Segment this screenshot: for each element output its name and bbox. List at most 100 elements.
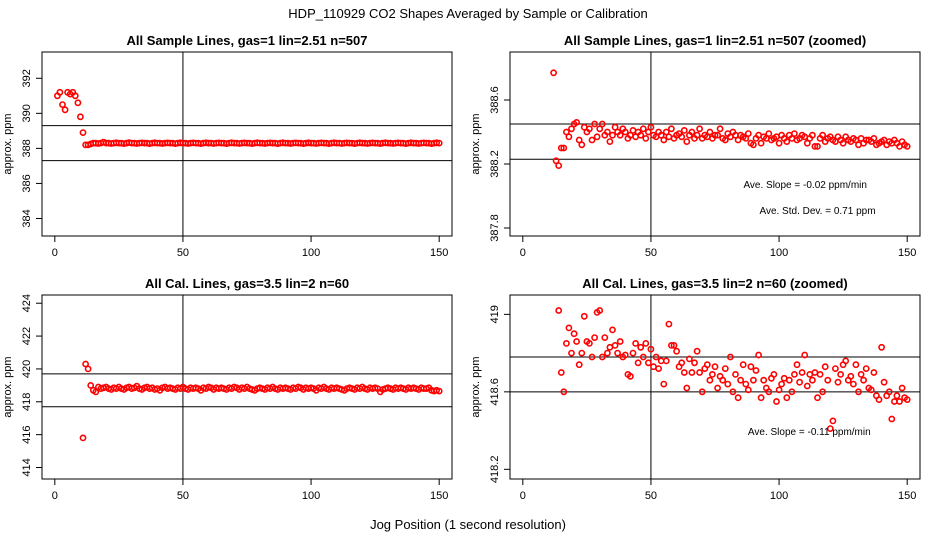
data-point bbox=[435, 387, 443, 395]
data-point bbox=[604, 349, 611, 357]
data-point bbox=[578, 141, 586, 149]
y-tick-label: 386 bbox=[21, 174, 33, 192]
figure-xlabel: Jog Position (1 second resolution) bbox=[370, 517, 566, 532]
data-point bbox=[77, 113, 84, 121]
data-point bbox=[855, 388, 862, 396]
data-point bbox=[750, 141, 757, 149]
data-point bbox=[760, 376, 768, 384]
x-tick-label: 100 bbox=[770, 490, 788, 502]
data-point bbox=[59, 101, 66, 108]
data-point bbox=[678, 359, 686, 367]
panel-title: All Sample Lines, gas=1 lin=2.51 n=507 bbox=[127, 33, 368, 48]
data-point bbox=[627, 372, 634, 380]
y-tick-label: 422 bbox=[21, 327, 33, 345]
data-point bbox=[791, 370, 798, 378]
data-point bbox=[557, 369, 565, 376]
data-point bbox=[657, 131, 665, 139]
data-point bbox=[642, 339, 650, 347]
data-point bbox=[691, 359, 698, 367]
data-point bbox=[591, 120, 598, 128]
data-point bbox=[588, 353, 596, 361]
data-point bbox=[821, 363, 829, 371]
data-point bbox=[647, 123, 655, 131]
data-point bbox=[598, 353, 606, 361]
data-point bbox=[709, 370, 716, 378]
data-point bbox=[568, 125, 575, 133]
data-point bbox=[56, 88, 64, 96]
data-point bbox=[870, 369, 878, 376]
y-tick-label: 388 bbox=[21, 139, 33, 157]
data-point bbox=[793, 361, 801, 369]
data-point bbox=[621, 351, 629, 359]
data-point bbox=[747, 363, 755, 371]
data-point bbox=[742, 380, 750, 388]
data-point bbox=[637, 343, 645, 351]
data-point bbox=[647, 345, 655, 353]
data-point bbox=[903, 396, 911, 403]
data-point bbox=[878, 343, 885, 351]
data-point bbox=[744, 386, 752, 394]
y-axis-label: approx. ppm bbox=[470, 113, 482, 174]
plot-frame bbox=[41, 294, 453, 480]
data-point bbox=[811, 142, 819, 150]
data-point bbox=[778, 380, 785, 388]
data-point bbox=[645, 359, 652, 367]
data-point bbox=[773, 398, 780, 405]
data-points bbox=[555, 307, 911, 432]
data-point bbox=[433, 139, 440, 147]
y-tick-label: 387.8 bbox=[489, 214, 501, 242]
data-point bbox=[819, 388, 826, 396]
data-point bbox=[560, 388, 568, 396]
data-point bbox=[788, 388, 796, 396]
data-point bbox=[842, 357, 850, 365]
data-point bbox=[662, 128, 670, 136]
data-point bbox=[739, 361, 747, 369]
data-point bbox=[563, 339, 570, 347]
data-point bbox=[71, 92, 79, 100]
data-point bbox=[896, 398, 903, 405]
data-point bbox=[668, 341, 675, 349]
data-point bbox=[593, 133, 601, 141]
data-point bbox=[711, 363, 719, 371]
data-point bbox=[680, 126, 688, 134]
data-point bbox=[616, 338, 624, 345]
data-point bbox=[796, 378, 803, 386]
data-point bbox=[550, 69, 557, 77]
data-point bbox=[719, 376, 727, 384]
data-point bbox=[84, 365, 92, 373]
data-point bbox=[573, 119, 580, 126]
chart-panel-3: All Cal. Lines, gas=3.5 lin=2 n=60 approx… bbox=[2, 276, 453, 502]
data-point bbox=[435, 139, 443, 147]
x-tick-label: 100 bbox=[302, 247, 320, 259]
data-point bbox=[92, 388, 100, 396]
y-axis-label: approx. ppm bbox=[2, 113, 14, 174]
y-tick-label: 420 bbox=[21, 360, 33, 378]
panel-title: All Cal. Lines, gas=3.5 lin=2 n=60 bbox=[145, 276, 349, 291]
x-tick-label: 0 bbox=[520, 490, 526, 502]
data-point bbox=[903, 142, 911, 150]
data-point bbox=[860, 376, 867, 384]
y-tick-label: 390 bbox=[21, 104, 33, 122]
data-point bbox=[752, 367, 760, 374]
data-point bbox=[757, 394, 765, 402]
data-point bbox=[611, 341, 619, 349]
data-point bbox=[61, 106, 69, 114]
x-tick-label: 150 bbox=[898, 490, 916, 502]
data-points bbox=[79, 360, 443, 442]
data-point bbox=[588, 136, 596, 144]
data-point bbox=[609, 326, 616, 334]
x-tick-label: 100 bbox=[770, 247, 788, 259]
data-point bbox=[591, 334, 598, 341]
data-point bbox=[557, 144, 565, 152]
data-point bbox=[729, 388, 737, 396]
data-point bbox=[678, 133, 686, 141]
data-point bbox=[668, 125, 675, 133]
data-point bbox=[642, 134, 650, 142]
data-point bbox=[834, 378, 842, 386]
data-point bbox=[578, 349, 586, 357]
panel-title: All Cal. Lines, gas=3.5 lin=2 n=60 (zoom… bbox=[582, 276, 848, 291]
data-point bbox=[744, 130, 752, 137]
data-point bbox=[824, 376, 832, 384]
data-point bbox=[852, 361, 860, 369]
data-point bbox=[560, 144, 568, 152]
